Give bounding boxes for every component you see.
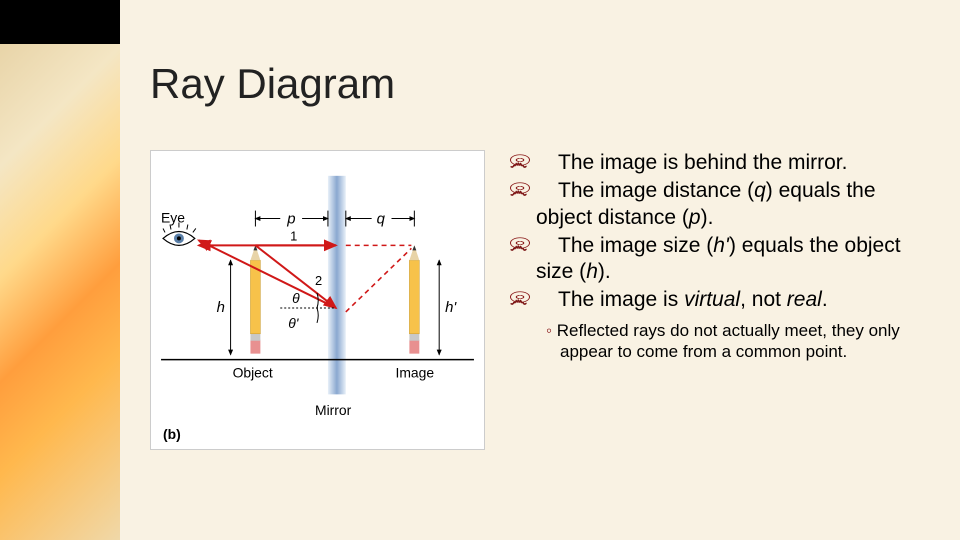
label-theta: θ [292,290,300,306]
object-pencil [250,245,260,353]
ray-2-virtual [346,248,412,312]
angle-theta-prime [317,308,318,323]
label-image: Image [395,364,434,380]
bullet-3: ෴The image size (h') equals the object s… [510,233,930,286]
bullet-4: ෴The image is virtual, not real. [510,287,930,313]
label-hprime: h' [445,300,457,316]
left-decorative-strip [0,0,120,540]
label-p: p [286,212,295,228]
page-title: Ray Diagram [150,60,395,108]
black-bar [0,0,120,44]
decorative-photo [0,44,120,540]
label-object: Object [233,364,273,380]
label-theta-prime: θ' [288,315,300,331]
bullet-list: ෴The image is behind the mirror. ෴The im… [510,150,930,362]
bullet-2: ෴The image distance (q) equals the objec… [510,178,930,231]
mirror-rect [328,176,346,395]
eye-icon [163,223,196,246]
label-one: 1 [290,228,297,243]
label-eye: Eye [161,210,185,226]
label-q: q [377,212,386,228]
label-two: 2 [315,273,322,288]
image-pencil [409,245,419,353]
label-subfigure-b: (b) [163,426,181,442]
bullet-1: ෴The image is behind the mirror. [510,150,930,176]
ray-diagram-figure: Eye p q 1 2 h h' θ θ' Object Image Mirro… [150,150,485,450]
label-h: h [217,300,225,316]
label-mirror: Mirror [315,402,352,418]
bullet-4-sub: Reflected rays do not actually meet, the… [546,320,930,363]
angle-theta [317,293,318,308]
